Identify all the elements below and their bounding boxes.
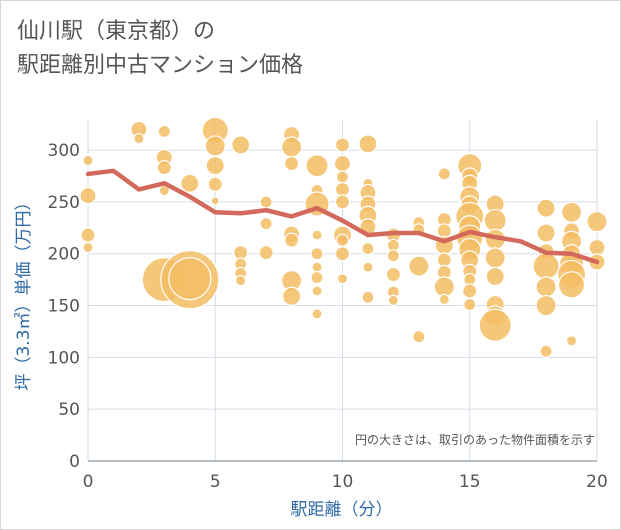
- bubble-point-91: [462, 283, 478, 299]
- y-axis-label: 坪（3.3㎡）単価（万円）: [14, 193, 34, 390]
- size-annotation: 円の大きさは、取引のあった物件面積を示す: [355, 432, 595, 447]
- bubble-point-1: [79, 187, 97, 205]
- average-trend-line: [85, 168, 600, 265]
- bubble-point-26: [258, 245, 274, 261]
- y-tick-label-0: 0: [69, 452, 80, 472]
- bubble-point-107: [539, 344, 553, 358]
- bubble-point-71: [437, 167, 451, 181]
- bubble-point-64: [385, 266, 401, 283]
- bubble-point-73: [436, 223, 452, 239]
- x-tick-label-1: 5: [210, 472, 221, 492]
- y-tick-label-3: 150: [48, 297, 80, 317]
- bubble-point-24: [259, 195, 273, 209]
- bubble-point-45: [335, 170, 350, 184]
- bubble-point-37: [311, 229, 323, 241]
- bubble-point-39: [311, 261, 323, 273]
- bubble-point-116: [586, 211, 608, 233]
- y-tick-label-2: 100: [48, 348, 80, 368]
- x-axis-label: 駅距離（分）: [291, 500, 393, 520]
- y-tick-label-1: 50: [58, 400, 80, 420]
- bubble-point-104: [532, 252, 560, 280]
- bubble-point-11: [180, 173, 200, 193]
- bubble-point-47: [334, 194, 351, 210]
- x-tick-label-2: 10: [332, 472, 354, 492]
- bubble-point-78: [438, 293, 450, 305]
- bubble-point-33: [282, 286, 302, 306]
- bubble-point-92: [463, 297, 477, 312]
- bubble-point-59: [362, 261, 374, 273]
- bubble-point-105: [535, 276, 557, 298]
- bubble-point-16: [205, 156, 225, 176]
- bubble-point-18: [210, 196, 220, 206]
- bubble-point-2: [80, 227, 96, 243]
- bubble-point-42: [311, 308, 323, 320]
- bubble-point-44: [333, 154, 352, 173]
- bubble-point-13: [168, 257, 212, 301]
- bubble-point-115: [565, 335, 578, 347]
- bubble-point-5: [133, 133, 145, 145]
- bubble-point-28: [281, 136, 303, 158]
- bubble-point-94: [483, 208, 507, 233]
- bubble-point-52: [358, 134, 378, 154]
- bubble-point-96: [484, 247, 506, 269]
- bubble-point-34: [305, 154, 329, 178]
- bubble-point-102: [536, 223, 556, 243]
- bubble-point-3: [82, 241, 94, 254]
- chart-title: 仙川駅（東京都）の 駅距離別中古マンション価格: [17, 19, 304, 78]
- bubble-point-66: [387, 294, 399, 306]
- bubble-point-15: [204, 135, 226, 157]
- bubble-point-25: [259, 217, 273, 231]
- bubble-point-38: [310, 247, 324, 261]
- bubble-point-31: [284, 232, 300, 248]
- bubble-point-19: [231, 135, 251, 155]
- bubble-point-69: [408, 255, 430, 277]
- bubble-point-17: [207, 176, 223, 192]
- bubble-point-58: [361, 241, 375, 256]
- y-tick-label-6: 300: [48, 141, 80, 161]
- bubble-point-97: [485, 266, 505, 287]
- bubble-point-6: [157, 124, 171, 139]
- bubble-point-106: [535, 294, 557, 317]
- bubble-point-60: [361, 290, 375, 304]
- bubble-point-29: [284, 155, 300, 172]
- bubble-point-117: [588, 238, 606, 257]
- bubble-point-43: [334, 137, 351, 153]
- bubble-point-40: [310, 270, 324, 285]
- x-tick-label-0: 0: [83, 472, 94, 492]
- bubble-point-41: [311, 285, 323, 297]
- y-tick-label-4: 200: [48, 245, 80, 265]
- x-tick-label-4: 20: [586, 472, 608, 492]
- x-tick-label-3: 15: [459, 472, 481, 492]
- y-tick-label-5: 250: [48, 193, 80, 213]
- bubble-point-51: [336, 273, 349, 285]
- bubble-point-114: [557, 271, 586, 299]
- bubble-point-100: [478, 308, 512, 342]
- bubble-point-0: [82, 154, 94, 167]
- bubble-point-23: [235, 275, 247, 287]
- bubble-point-101: [536, 198, 556, 218]
- bubble-point-50: [334, 246, 351, 262]
- bubble-point-70: [412, 330, 426, 344]
- bubble-point-8: [156, 160, 172, 176]
- bubble-point-49: [335, 233, 350, 247]
- bubble-point-108: [560, 201, 583, 223]
- bubble-point-63: [386, 249, 400, 263]
